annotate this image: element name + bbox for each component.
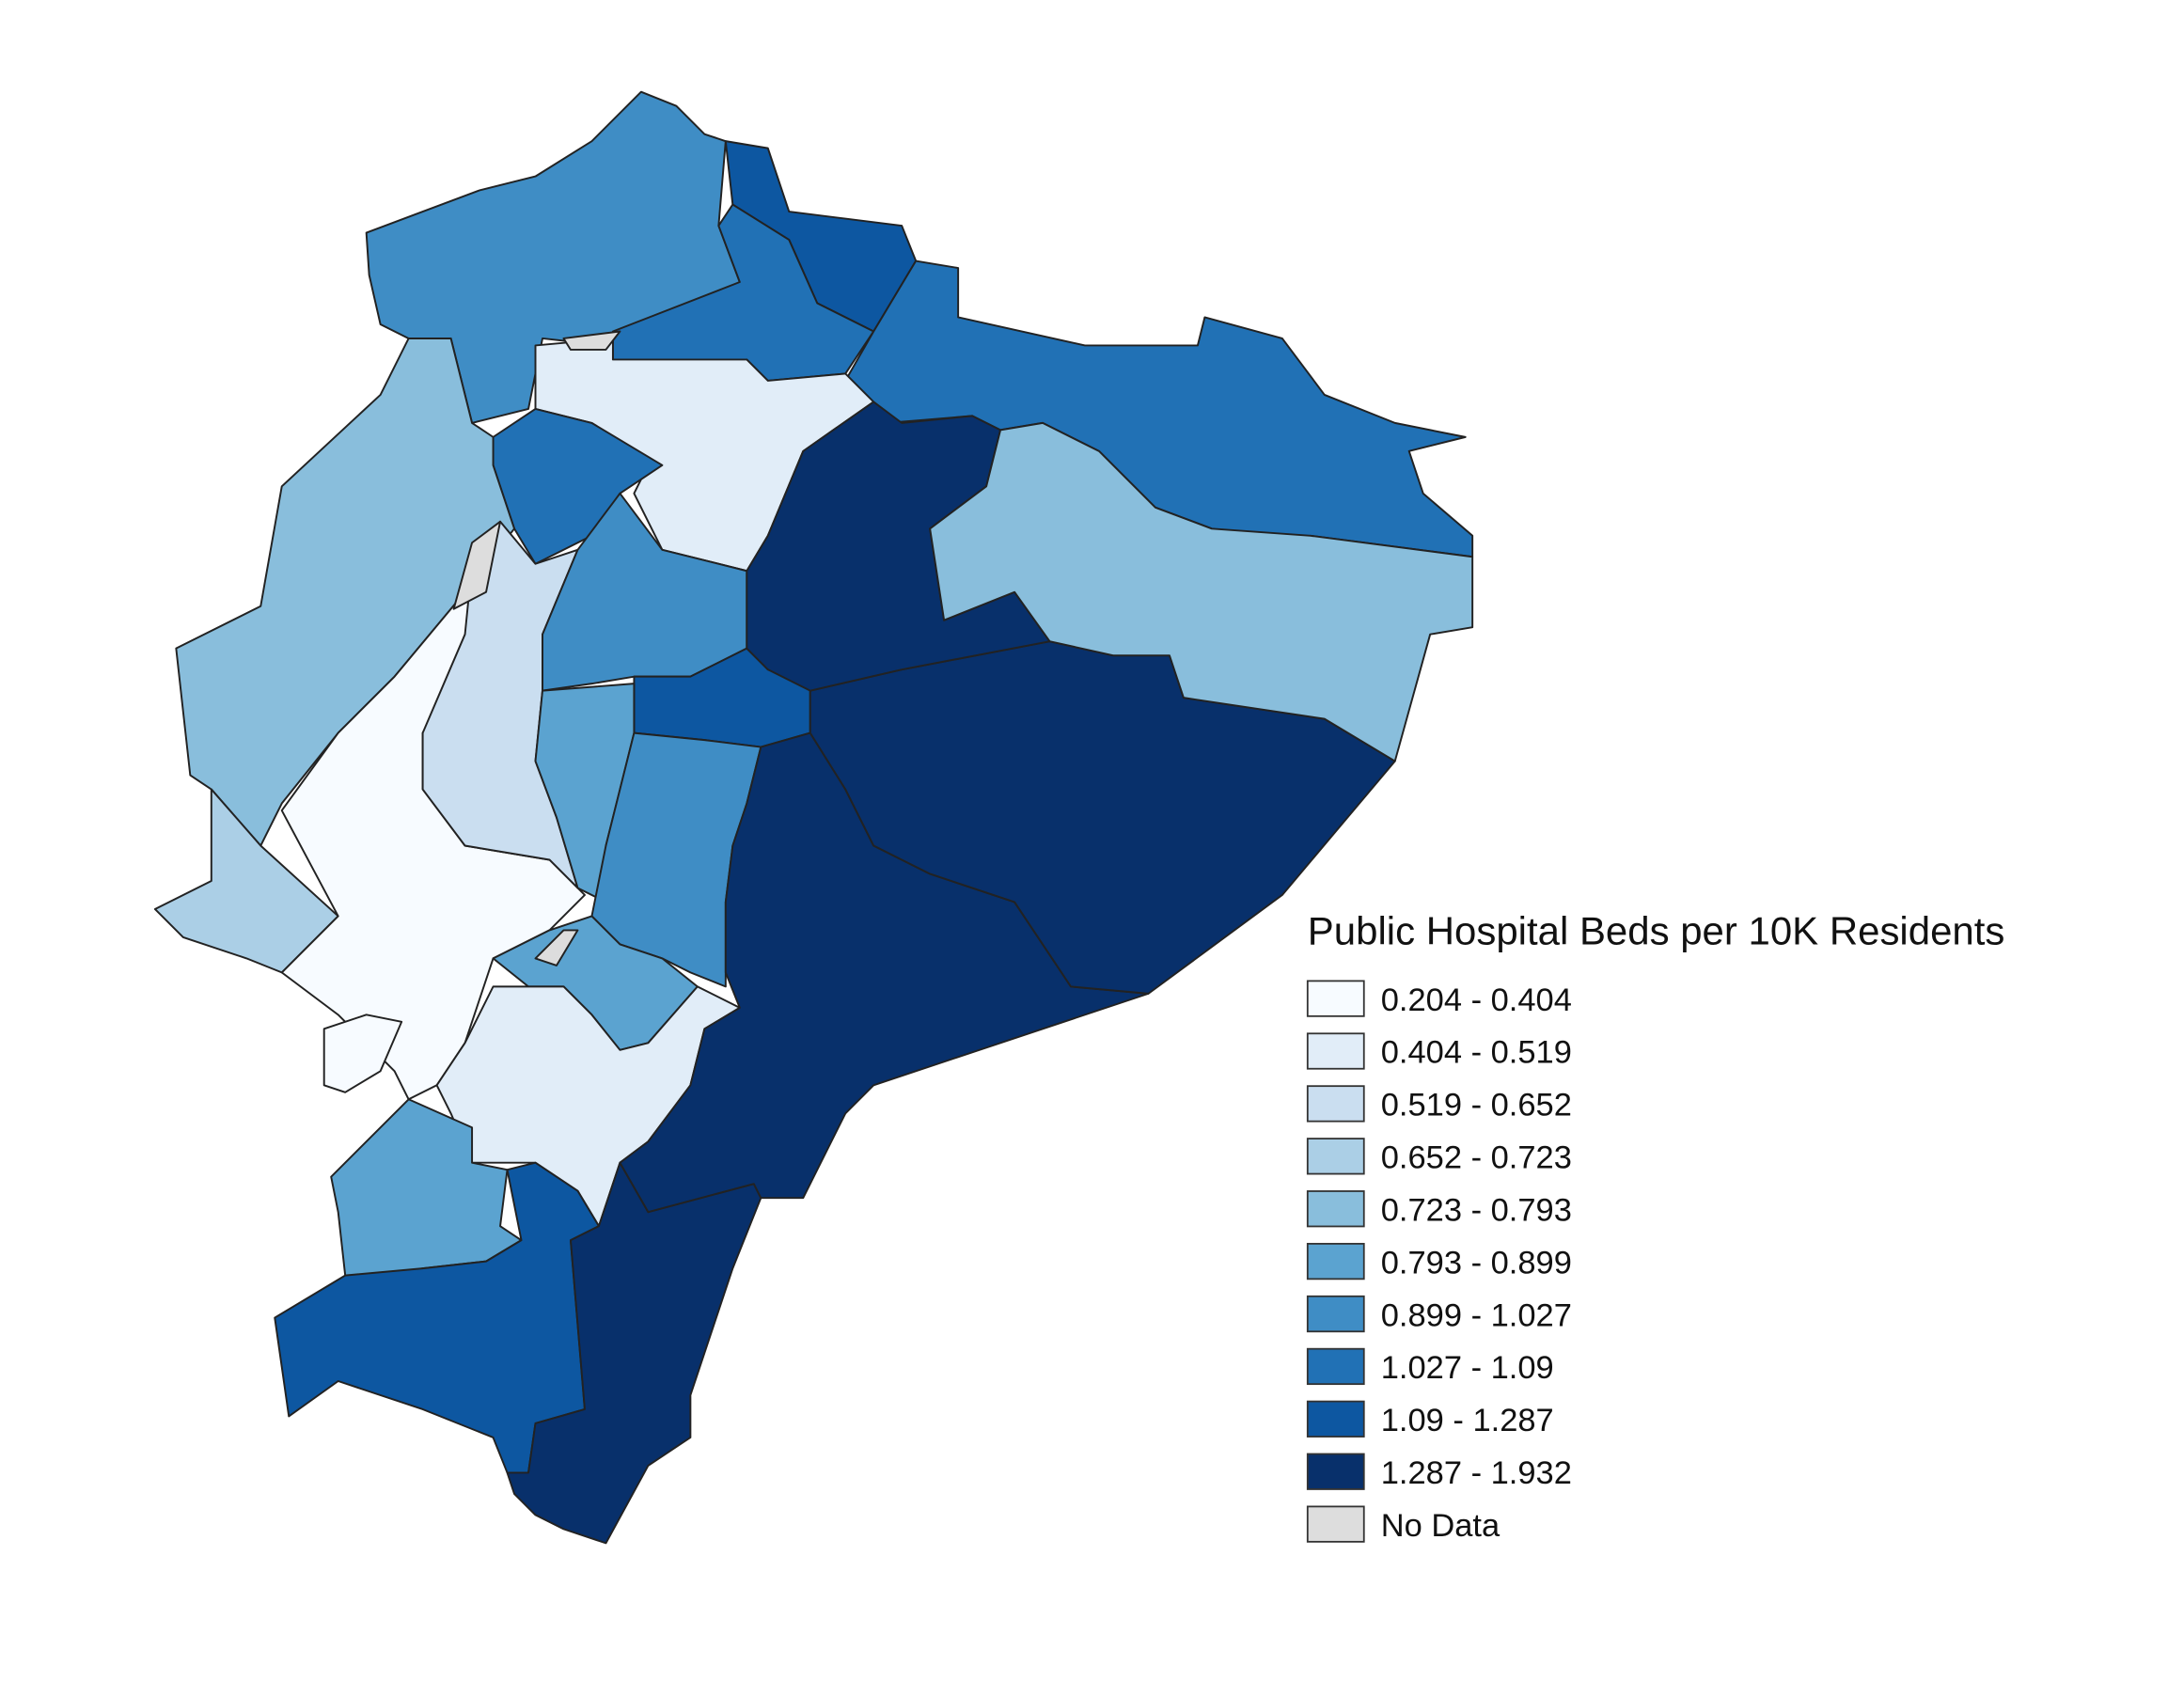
- map-region: [929, 421, 1474, 762]
- legend-swatch: [1306, 1347, 1365, 1386]
- legend-swatch: [1306, 1242, 1365, 1281]
- legend-swatch: [1306, 980, 1365, 1017]
- map-region-no-data: [534, 929, 579, 966]
- map-regions: [153, 90, 1474, 1545]
- legend: Public Hospital Beds per 10K Residents 0…: [1306, 908, 2005, 1544]
- legend-swatch: [1306, 1190, 1365, 1228]
- legend-label: 1.09 - 1.287: [1381, 1403, 1554, 1438]
- legend-label: 1.027 - 1.09: [1381, 1350, 1554, 1386]
- legend-swatch: [1306, 1295, 1365, 1333]
- map-region-no-data: [562, 330, 621, 351]
- legend-label: 0.652 - 0.723: [1381, 1140, 1572, 1176]
- legend-label: 0.519 - 0.652: [1381, 1088, 1572, 1123]
- legend-label: 0.204 - 0.404: [1381, 982, 1572, 1018]
- legend-swatch: [1306, 1138, 1365, 1175]
- legend-swatch: [1306, 1453, 1365, 1490]
- legend-swatch: [1306, 1400, 1365, 1438]
- legend-label: 0.723 - 0.793: [1381, 1192, 1572, 1228]
- legend-title: Public Hospital Beds per 10K Residents: [1308, 908, 2005, 952]
- legend-swatch: [1306, 1085, 1365, 1123]
- legend-swatch: [1306, 1032, 1365, 1070]
- legend-label: 0.404 - 0.519: [1381, 1035, 1572, 1071]
- legend-label: 0.793 - 0.899: [1381, 1245, 1572, 1281]
- legend-label: No Data: [1381, 1508, 1501, 1544]
- legend-swatch: [1306, 1505, 1365, 1543]
- legend-label: 0.899 - 1.027: [1381, 1297, 1572, 1333]
- legend-label: 1.287 - 1.932: [1381, 1455, 1572, 1491]
- map-region-no-data: [452, 520, 502, 610]
- map-region: [322, 1013, 403, 1093]
